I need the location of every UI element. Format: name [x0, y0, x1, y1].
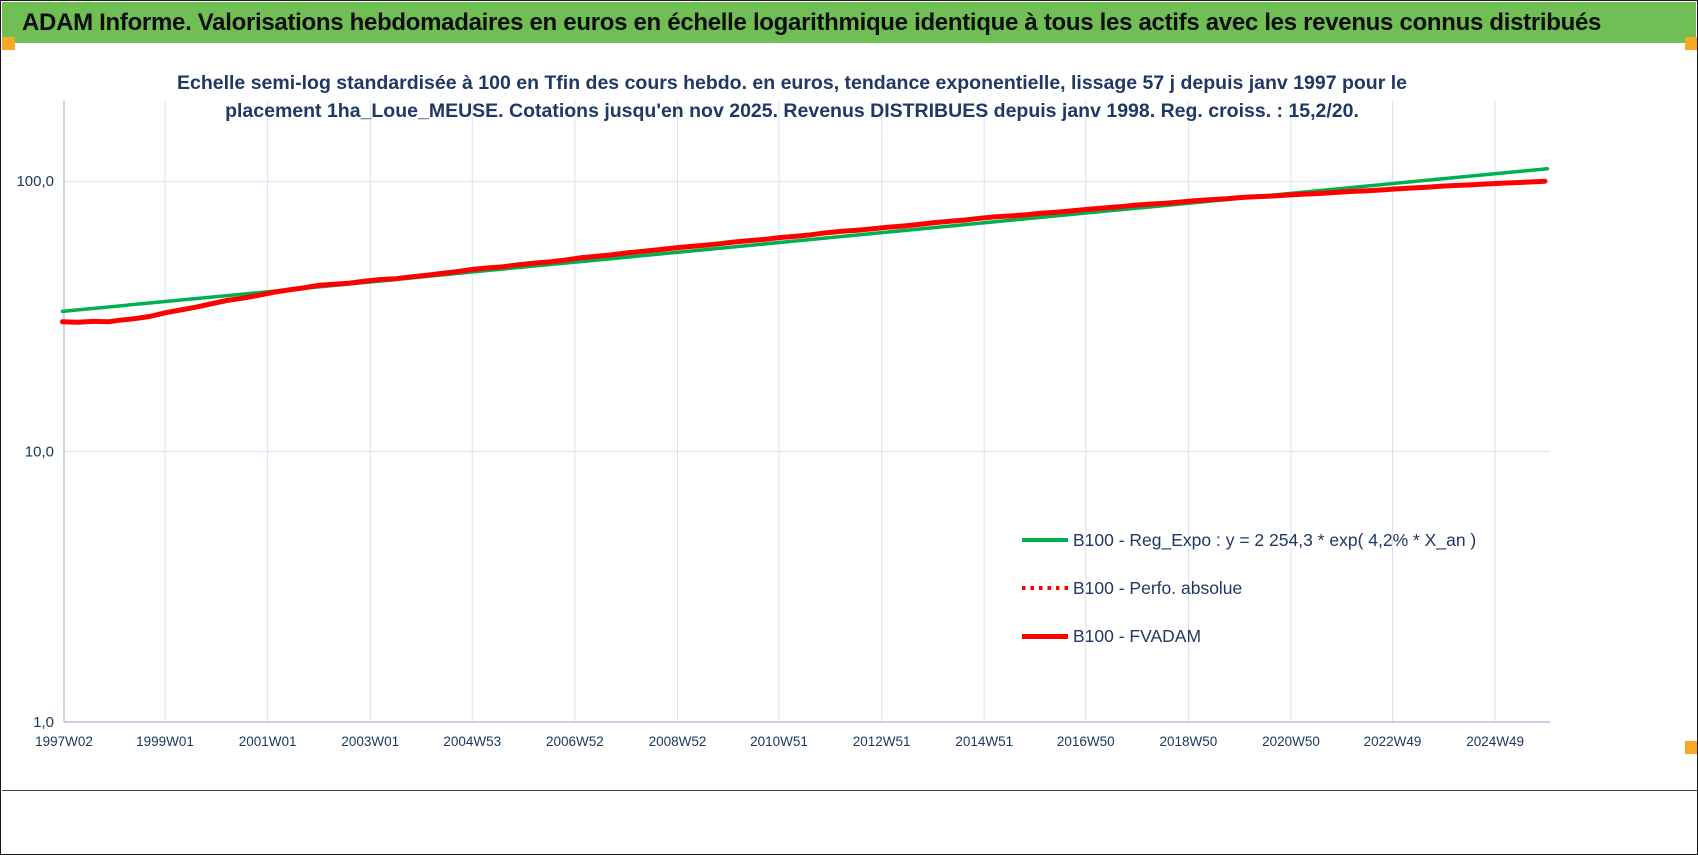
x-tick-label: 1997W02 [35, 734, 93, 749]
red-dotted-line-sample-icon [1022, 586, 1068, 590]
legend-label: B100 - Perfo. absolue [1073, 577, 1243, 598]
legend-label: B100 - FVADAM [1073, 625, 1202, 646]
x-tick-label: 2014W51 [955, 734, 1013, 749]
chart-header-bar: ADAM Informe. Valorisations hebdomadaire… [2, 2, 1696, 43]
x-tick-label: 2024W49 [1466, 734, 1524, 749]
x-tick-label: 2012W51 [853, 734, 911, 749]
x-tick-label: 2010W51 [750, 734, 808, 749]
selection-handle-top-right[interactable] [1685, 37, 1697, 50]
legend-label: B100 - Reg_Expo : y = 2 254,3 * exp( 4,2… [1073, 529, 1477, 550]
x-tick-label: 2022W49 [1364, 734, 1422, 749]
selection-handle-bottom-right[interactable] [1685, 741, 1697, 754]
series-line-solid [60, 178, 1548, 325]
chart-title: Echelle semi-log standardisée à 100 en T… [2, 69, 1582, 125]
y-tick-label: 10,0 [25, 444, 54, 461]
chart-title-line2: placement 1ha_Loue_MEUSE. Cotations jusq… [225, 100, 1359, 122]
x-tick-label: 2006W52 [546, 734, 604, 749]
legend-item-fvadam[interactable]: B100 - FVADAM [1022, 619, 1476, 653]
chart-header-title: ADAM Informe. Valorisations hebdomadaire… [22, 8, 1602, 36]
legend-item-reg-expo[interactable]: B100 - Reg_Expo : y = 2 254,3 * exp( 4,2… [1022, 523, 1476, 557]
y-tick-label: 1,0 [33, 714, 54, 731]
series-line-dotted [60, 179, 1547, 324]
x-tick-label: 2003W01 [341, 734, 399, 749]
y-tick-label: 100,0 [16, 173, 54, 190]
chart-legend: B100 - Reg_Expo : y = 2 254,3 * exp( 4,2… [1022, 523, 1476, 667]
x-tick-label: 1999W01 [136, 734, 194, 749]
x-tick-label: 2018W50 [1159, 734, 1217, 749]
x-tick-label: 2001W01 [239, 734, 297, 749]
selection-handle-top-left[interactable] [2, 37, 15, 50]
legend-item-perfo-absolue[interactable]: B100 - Perfo. absolue [1022, 571, 1476, 605]
x-tick-label: 2008W52 [649, 734, 707, 749]
chart-canvas: 100,0 10,0 1,0 1997W02 1999W01 2001W01 2003W01… [16, 101, 1550, 749]
x-tick-label: 2020W50 [1262, 734, 1320, 749]
red-line-sample-icon [1022, 633, 1068, 639]
chart-area[interactable]: 100,0 10,0 1,0 1997W02 1999W01 2001W01 2003W01… [2, 43, 1697, 791]
chart-title-line1: Echelle semi-log standardisée à 100 en T… [176, 72, 1407, 94]
green-line-sample-icon [1022, 538, 1068, 542]
x-tick-label: 2016W50 [1057, 734, 1115, 749]
x-tick-label: 2004W53 [443, 734, 501, 749]
